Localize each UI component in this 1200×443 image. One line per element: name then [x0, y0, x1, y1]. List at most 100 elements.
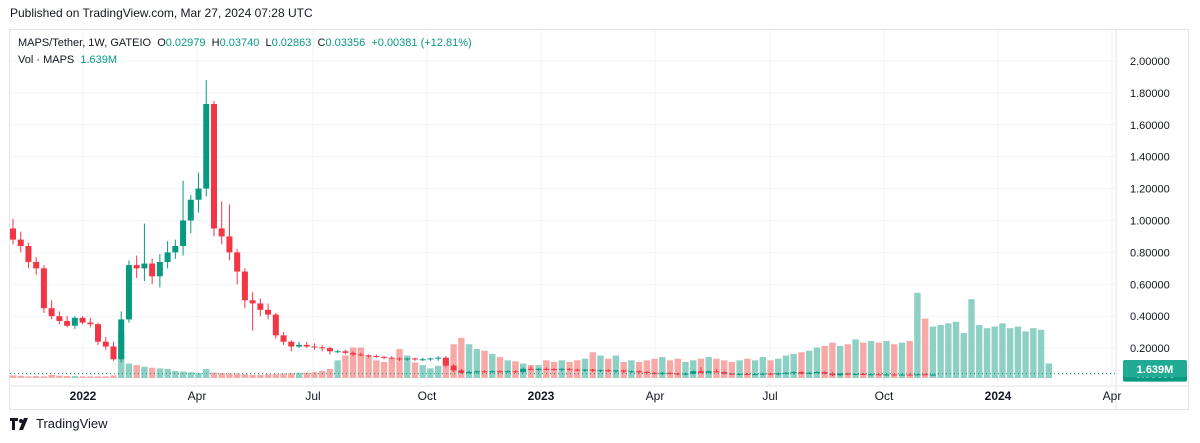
candle-body	[628, 371, 635, 373]
candle-body	[350, 352, 357, 355]
volume-bar	[674, 358, 681, 378]
candle-body	[133, 265, 140, 269]
volume-bar	[110, 375, 117, 378]
volume-bar	[659, 357, 666, 378]
candle-body	[844, 373, 851, 375]
candle-body	[141, 263, 148, 269]
candle-body	[203, 104, 210, 189]
candle-body	[419, 359, 426, 361]
volume-bar	[1006, 328, 1014, 378]
volume-bar	[48, 374, 55, 378]
volume-bar	[388, 358, 395, 378]
volume-bar	[102, 376, 109, 378]
y-tick-label: 0.20000	[1130, 343, 1170, 355]
volume-bar	[481, 350, 488, 378]
volume-bar	[264, 374, 272, 378]
volume-bar	[380, 361, 388, 378]
candle-body	[156, 261, 163, 277]
candle-body	[868, 374, 875, 376]
volume-bar	[1022, 331, 1029, 378]
volume-bar	[968, 299, 975, 378]
volume-bar	[914, 292, 921, 378]
candle-body	[296, 344, 303, 347]
volume-bar	[396, 349, 403, 378]
volume-bar	[767, 360, 774, 378]
volume-bar	[1030, 328, 1037, 378]
candle-body	[914, 374, 921, 376]
candle-body	[612, 370, 619, 372]
candle-body	[17, 239, 24, 246]
volume-bar	[233, 373, 241, 378]
candlesticks	[10, 80, 936, 377]
volume-bar	[744, 358, 751, 378]
candle-body	[218, 228, 225, 237]
volume-bar	[326, 369, 334, 378]
candle-body	[813, 372, 820, 374]
volume-bar	[1045, 363, 1053, 378]
tradingview-logo-icon	[10, 417, 28, 430]
close-value: 0.03356	[325, 37, 366, 49]
volume-bar	[357, 347, 365, 378]
ohlc-line: MAPS/Tether, 1W, GATEIO O0.02979 H0.0374…	[18, 35, 472, 52]
volume-bar	[79, 376, 86, 378]
candle-body	[95, 324, 102, 342]
candle-body	[713, 371, 720, 373]
candle-body	[682, 373, 689, 375]
x-tick-label: 2023	[528, 389, 555, 403]
candle-body	[674, 373, 681, 375]
volume-bar	[867, 341, 875, 378]
volume-bar	[319, 370, 326, 378]
volume-bar	[295, 372, 303, 378]
volume-bar	[705, 357, 712, 378]
y-tick-label: 0.80000	[1130, 247, 1170, 259]
volume-bar	[612, 355, 620, 378]
candle-body	[210, 104, 217, 229]
volume-bar	[813, 347, 821, 378]
price-chart[interactable]: 2.00000 1.80000 1.60000 1.40000 1.20000 1.000…	[10, 30, 1188, 409]
open-label: O	[157, 37, 166, 49]
published-note: Published on TradingView.com, Mar 27, 20…	[10, 6, 313, 20]
volume-bar	[473, 349, 480, 378]
volume-bar	[257, 374, 264, 378]
candle-body	[326, 348, 333, 352]
volume-bar	[852, 339, 859, 378]
volume-bar	[63, 376, 71, 378]
candle-body	[71, 317, 78, 326]
candle-body	[721, 372, 728, 374]
volume-bar	[311, 372, 318, 378]
volume-bar	[605, 358, 612, 378]
candle-body	[458, 370, 465, 373]
volume-bar	[179, 371, 187, 378]
candle-body	[411, 358, 418, 360]
volume-bar	[643, 360, 651, 378]
volume-bar	[373, 360, 380, 378]
volume-bar	[597, 355, 604, 378]
candle-body	[697, 371, 704, 373]
candle-body	[48, 308, 55, 317]
volume-bar	[17, 375, 24, 378]
volume-bar	[195, 372, 202, 378]
candle-body	[597, 370, 604, 372]
last-volume-tag	[1123, 360, 1187, 377]
candle-body	[489, 371, 496, 373]
candle-body	[496, 371, 503, 373]
volume-bar	[450, 344, 457, 378]
x-tick-label: Jul	[305, 389, 320, 403]
footer-brand[interactable]: TradingView	[10, 416, 108, 431]
volume-bar	[32, 376, 40, 378]
grid-lines	[10, 30, 1115, 386]
volume-bar	[991, 326, 998, 378]
volume-bar	[759, 357, 767, 378]
candle-body	[172, 246, 179, 253]
candle-body	[860, 373, 867, 375]
candle-body	[257, 303, 264, 310]
volume-bar	[349, 347, 357, 378]
volume-bar	[496, 357, 504, 378]
chart-frame[interactable]: 2.00000 1.80000 1.60000 1.40000 1.20000 1.000…	[9, 29, 1189, 410]
candle-body	[906, 374, 913, 376]
volume-bar	[775, 358, 782, 378]
candle-body	[558, 368, 565, 370]
volume-bar	[71, 376, 79, 378]
candle-body	[319, 347, 326, 349]
volume-bar	[844, 344, 852, 378]
